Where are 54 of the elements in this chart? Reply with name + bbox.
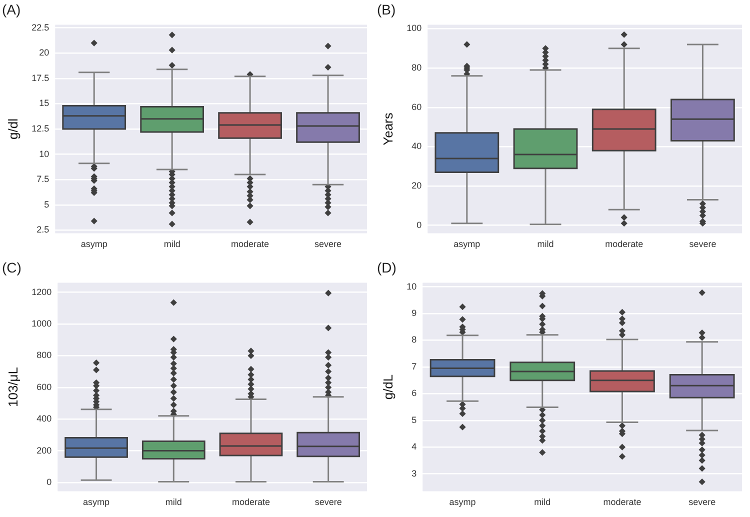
y-axis-title: g/dl (5, 118, 20, 140)
y-tick-label: 60 (412, 102, 422, 112)
y-tick-label: 1200 (32, 286, 52, 297)
x-tick-label: asymp (83, 497, 110, 508)
x-tick-label: mild (537, 239, 554, 250)
chart-title: (B) (377, 1, 396, 18)
x-tick-label: mild (534, 497, 551, 508)
x-tick-label: severe (688, 497, 716, 508)
y-tick-label: 100 (406, 23, 422, 34)
y-tick-label: 600 (36, 382, 52, 392)
x-tick-label: severe (689, 239, 716, 250)
y-tick-label: 80 (412, 62, 422, 73)
y-tick-label: 17.5 (32, 72, 50, 83)
x-tick-label: moderate (232, 497, 270, 508)
x-tick-label: asymp (449, 497, 476, 508)
x-tick-label: moderate (231, 239, 270, 250)
y-tick-label: 22.5 (32, 22, 50, 32)
y-tick-label: 12.5 (32, 123, 50, 134)
x-tick-label: severe (314, 239, 342, 250)
y-tick-label: 800 (36, 350, 52, 360)
y-tick-label: 20 (412, 180, 422, 190)
x-tick-label: moderate (603, 497, 642, 508)
y-tick-label: 6 (412, 388, 417, 398)
y-tick-label: 10 (406, 281, 417, 292)
y-tick-label: 2.5 (36, 224, 50, 235)
y-tick-label: 5 (412, 414, 417, 425)
chart-title: (C) (2, 259, 22, 276)
x-tick-label: asymp (454, 239, 480, 250)
y-tick-label: 0 (46, 476, 52, 487)
y-tick-label: 7 (412, 361, 417, 372)
y-axis-title: Years (380, 112, 396, 146)
x-tick-label: mild (165, 497, 182, 508)
y-axis-title: 103/μL (5, 366, 20, 408)
x-tick-label: mild (164, 239, 180, 250)
y-tick-label: 10 (39, 148, 50, 159)
y-tick-label: 7.5 (36, 174, 50, 184)
x-tick-label: severe (314, 497, 342, 508)
chart-title: (D) (377, 259, 396, 276)
y-tick-label: 3 (412, 468, 417, 478)
y-tick-label: 200 (36, 445, 52, 456)
y-tick-label: 15 (39, 98, 50, 108)
y-tick-label: 4 (412, 442, 417, 452)
y-tick-label: 0 (416, 220, 422, 230)
y-tick-label: 8 (412, 334, 417, 345)
y-tick-label: 40 (412, 141, 422, 152)
y-tick-label: 9 (412, 308, 417, 318)
chart-title: (A) (2, 1, 21, 18)
x-tick-label: asymp (80, 239, 108, 250)
x-tick-label: moderate (605, 239, 644, 250)
y-tick-label: 5 (44, 199, 50, 210)
y-tick-label: 1000 (32, 318, 52, 328)
y-tick-label: 20 (39, 48, 50, 58)
y-axis-title: g/dL (380, 374, 396, 400)
y-tick-label: 400 (36, 414, 52, 424)
